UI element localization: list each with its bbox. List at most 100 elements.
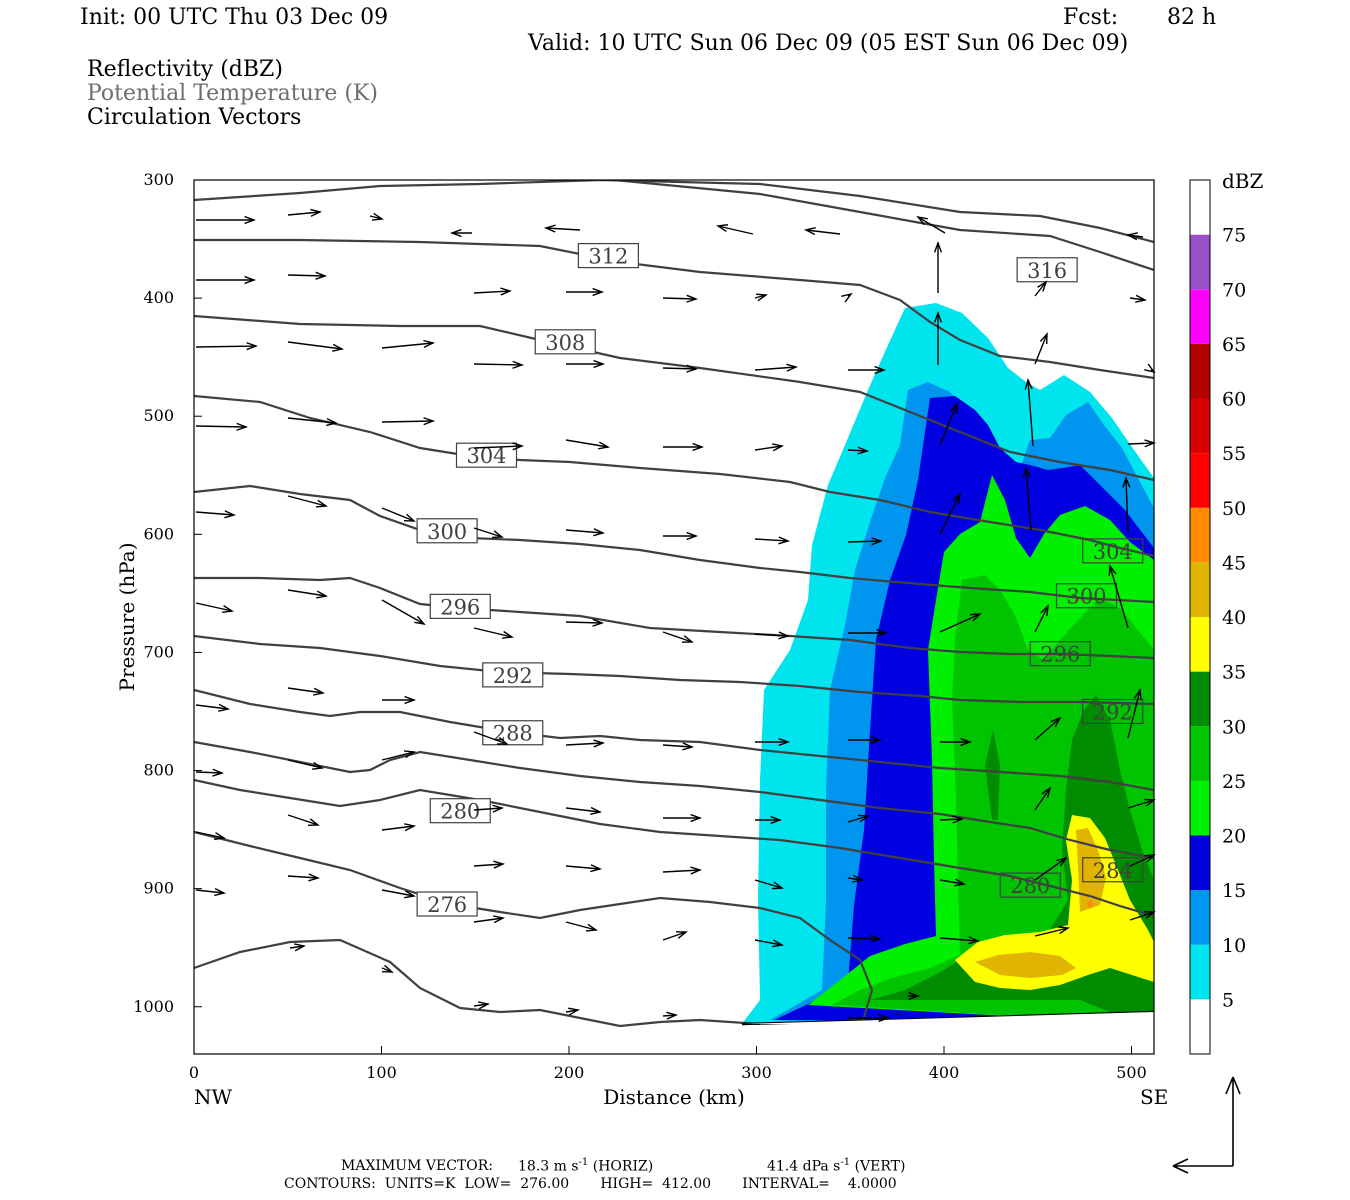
colorbar-level: 50 [1222, 498, 1246, 520]
circulation-vector [939, 492, 961, 535]
circulation-vector [381, 507, 416, 522]
contour-label: 288 [482, 720, 544, 746]
contour-label-box [1082, 857, 1144, 883]
circulation-vector [287, 208, 323, 217]
x-tick-label: 300 [741, 1063, 772, 1082]
contour-label-text: 316 [1027, 259, 1067, 283]
circulation-vector [565, 528, 606, 537]
colorbar-bin [1190, 289, 1210, 344]
theta-276 [194, 830, 874, 1025]
circulation-vector [289, 943, 307, 952]
y-tick-label: 700 [143, 642, 174, 661]
max-horiz-value: 18.3 m s-1 (HORIZ) [518, 1157, 653, 1175]
circulation-vector [939, 936, 981, 945]
circulation-vector [662, 364, 699, 373]
circulation-vector [755, 815, 783, 825]
contour-label-text: 280 [1010, 874, 1050, 898]
forecast-label: Fcst: [1063, 5, 1119, 30]
circulation-vector [1127, 688, 1142, 739]
contour-label-text: 304 [466, 444, 506, 468]
colorbar-bin [1190, 726, 1210, 781]
circulation-vector [847, 874, 865, 883]
circulation-vector [473, 1001, 491, 1010]
colorbar-bin [1190, 835, 1210, 891]
circulation-vector [662, 931, 688, 941]
y-tick-label: 800 [143, 761, 174, 780]
circulation-vector [848, 365, 887, 375]
contour-label-text: 296 [1040, 643, 1080, 667]
circulation-vector [382, 695, 417, 705]
circulation-vector [939, 613, 982, 633]
theta-316 [194, 180, 1154, 244]
contour-label-text: 276 [427, 893, 467, 917]
contour-label-text: 280 [440, 800, 480, 824]
circulation-vector [1129, 294, 1148, 303]
circulation-vector [196, 215, 257, 225]
colorbar-level: 10 [1222, 935, 1246, 957]
theta-292 [194, 634, 1154, 706]
max-horiz-unit: (HORIZ) [592, 1158, 654, 1175]
circulation-vector [473, 360, 525, 369]
max-horiz: 18.3 m s [518, 1158, 579, 1175]
circulation-vector [381, 964, 394, 973]
circulation-vector [473, 627, 514, 639]
refl-35-40 [955, 815, 1154, 990]
max-vert-value: 41.4 dPa s-1 (VERT) [767, 1157, 905, 1175]
colorbar-level: 35 [1222, 662, 1246, 684]
circulation-vector [1034, 280, 1048, 297]
contour-label-box [416, 518, 478, 544]
colorbar-bin [1190, 999, 1210, 1054]
colorbar-level: 20 [1222, 826, 1246, 848]
colorbar-level: 15 [1222, 880, 1246, 902]
circulation-vector [754, 631, 791, 640]
forecast-hours: 82 h [1167, 5, 1217, 30]
circulation-vector [195, 768, 225, 777]
circulation-vector [565, 1007, 581, 1016]
contour-label: 304 [1082, 538, 1144, 564]
circulation-vector [939, 878, 967, 887]
circulation-vector [287, 271, 328, 280]
theta-280 [194, 778, 1154, 918]
circulation-vector [565, 921, 598, 932]
circulation-vector [662, 294, 699, 303]
theta-272 [194, 938, 761, 1028]
contour-label-text: 308 [545, 331, 585, 355]
circulation-vector [1144, 363, 1156, 374]
nw-label: NW [194, 1085, 233, 1109]
circulation-vector [287, 814, 320, 826]
field-circulation-vectors: Circulation Vectors [87, 105, 302, 130]
x-axis: 0 100 200 300 400 500 [189, 1046, 1147, 1082]
circulation-vector [473, 287, 513, 296]
circulation-vector [381, 339, 436, 349]
contour-label-box [429, 593, 491, 619]
circulation-vector [566, 359, 606, 369]
contour-label-box [1055, 583, 1118, 609]
colorbar-bin [1190, 507, 1210, 563]
max-vert: 41.4 dPa s [767, 1158, 841, 1175]
colorbar: 5 10 15 20 25 30 35 40 45 50 55 60 65 70 75 [1189, 179, 1246, 1055]
circulation-vector [754, 939, 785, 948]
circulation-vector [473, 527, 504, 539]
colorbar-level: 45 [1222, 552, 1246, 574]
contour-label-text: 292 [1093, 700, 1133, 724]
circulation-vector [754, 293, 768, 302]
circulation-vector [195, 703, 231, 712]
circulation-vector [1108, 564, 1129, 629]
circulation-vector [369, 212, 384, 221]
y-axis-title: Pressure (hPa) [115, 543, 139, 692]
y-tick-label: 400 [143, 288, 174, 307]
contour-label-text: 300 [427, 520, 467, 544]
circulation-vector [1034, 856, 1068, 881]
circulation-vector [287, 589, 329, 599]
contour-label-text: 300 [1066, 585, 1106, 609]
circulation-vector [848, 1013, 891, 1023]
circulation-vector [195, 510, 237, 519]
circulation-vector [908, 991, 921, 1001]
contour-label-text: 284 [1093, 859, 1133, 883]
circulation-vector [287, 495, 328, 508]
contour-label: 308 [534, 329, 596, 355]
circulation-vector [196, 275, 257, 285]
circulation-vector [381, 599, 426, 626]
circulation-vector [381, 889, 417, 899]
